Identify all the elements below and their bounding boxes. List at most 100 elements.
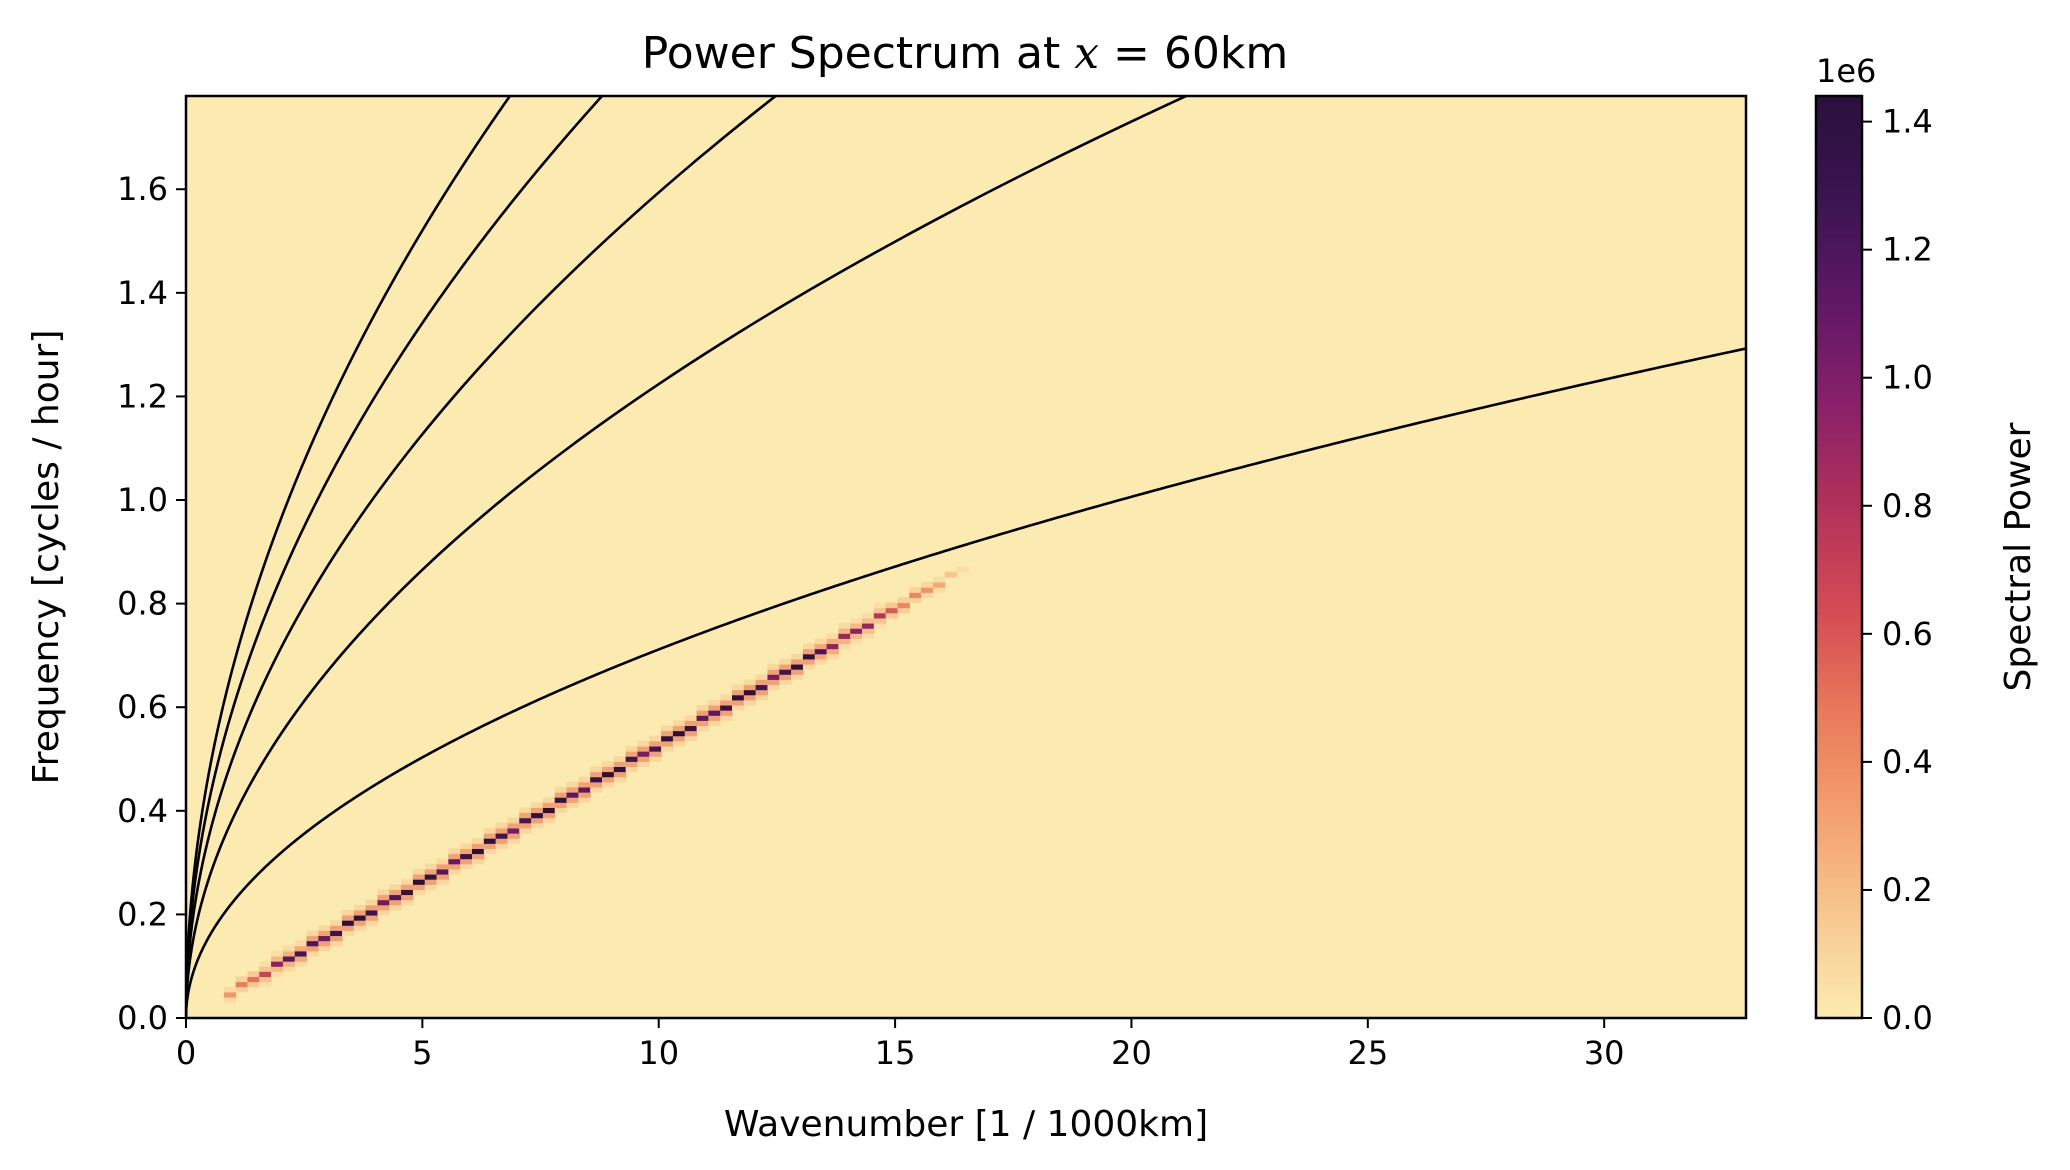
heatmap-cell [661, 725, 674, 732]
x-tick-label: 10 [638, 1034, 679, 1072]
heatmap-cell [507, 838, 520, 844]
heatmap-cell [613, 761, 627, 768]
heatmap-cell [235, 986, 249, 993]
heatmap-cell [377, 899, 390, 906]
heatmap-cell [802, 653, 816, 660]
heatmap-cell [282, 945, 296, 952]
heatmap-cell [637, 756, 650, 762]
y-tick-label: 1.4 [117, 274, 168, 312]
heatmap-cell [814, 638, 828, 645]
heatmap-cell [661, 740, 674, 747]
heatmap-cell [779, 658, 792, 665]
heatmap-cell [732, 694, 745, 701]
heatmap-cell [590, 781, 603, 788]
heatmap-cell [791, 674, 804, 680]
heatmap-cell [625, 751, 639, 757]
heatmap-cell [637, 751, 650, 757]
heatmap-cell [353, 925, 367, 931]
heatmap-cell [389, 884, 402, 890]
heatmap-cell [448, 868, 461, 875]
y-tick-label: 1.2 [117, 377, 168, 415]
heatmap-cell [483, 833, 497, 839]
heatmap-cell [495, 838, 509, 844]
heatmap-cell [732, 699, 745, 706]
heatmap-cell [542, 802, 556, 808]
colorbar-offset-text: 1e6 [1816, 52, 1876, 90]
heatmap-cell [424, 868, 438, 875]
heatmap-cell [460, 853, 473, 860]
heatmap-cell [436, 863, 449, 870]
heatmap-cell [365, 920, 379, 926]
heatmap-cell [661, 735, 674, 742]
x-tick-label: 20 [1111, 1034, 1152, 1072]
heatmap-cell [590, 771, 603, 778]
heatmap-cell [519, 812, 532, 819]
heatmap-cell [271, 950, 284, 957]
heatmap-cell [259, 976, 272, 983]
heatmap-cell [956, 566, 969, 573]
heatmap-cell [897, 607, 910, 614]
heatmap-cell [306, 930, 319, 937]
heatmap-cell [672, 725, 686, 732]
heatmap-cell [672, 735, 686, 742]
heatmap-cell [732, 704, 745, 711]
heatmap-cell [932, 587, 946, 593]
heatmap-cell [885, 612, 899, 619]
heatmap-cell [684, 720, 698, 727]
heatmap-cell [412, 868, 426, 875]
heatmap-cell [377, 894, 390, 901]
heatmap-cell [578, 776, 591, 783]
heatmap-cell [353, 920, 367, 926]
heatmap-cell [649, 751, 662, 757]
heatmap-cell [401, 879, 414, 885]
heatmap-cell [436, 879, 449, 885]
heatmap-cell [365, 904, 379, 911]
heatmap-cell [779, 663, 792, 670]
heatmap-cell [542, 817, 556, 824]
heatmap-cell [448, 848, 461, 855]
heatmap-cell [223, 986, 237, 993]
heatmap-cell [483, 827, 497, 834]
heatmap-cell [602, 776, 615, 783]
heatmap-cell [507, 822, 520, 829]
heatmap-cell [755, 679, 769, 686]
colorbar-tick-label: 0.0 [1882, 999, 1933, 1037]
heatmap-cell [495, 843, 509, 849]
heatmap-cell [412, 889, 426, 896]
heatmap-cell [613, 766, 627, 773]
heatmap-cell [318, 930, 331, 937]
heatmap-cell [696, 715, 709, 721]
heatmap-cell [365, 909, 379, 916]
heatmap-cell [507, 833, 520, 839]
heatmap-cell [460, 858, 473, 865]
heatmap-cell [672, 720, 686, 727]
heatmap-cell [873, 617, 887, 624]
heatmap-cell [755, 684, 769, 691]
heatmap-cell [767, 669, 780, 675]
heatmap-cell [436, 873, 449, 880]
heatmap-cell [909, 597, 922, 604]
heatmap-cell [507, 827, 520, 834]
heatmap-cell [401, 889, 414, 896]
heatmap-cell [342, 909, 355, 916]
heatmap-cell [649, 745, 662, 752]
heatmap-cell [602, 766, 615, 773]
heatmap-cell [625, 756, 639, 762]
heatmap-cell [684, 715, 698, 721]
y-tick-label: 0.2 [117, 895, 168, 933]
heatmap-cell [294, 955, 308, 962]
heatmap-cell [802, 643, 816, 650]
heatmap-cell [412, 879, 426, 885]
heatmap-cell [247, 981, 260, 988]
heatmap-cell [424, 879, 438, 885]
heatmap-cell [566, 781, 579, 788]
heatmap-cell [531, 817, 544, 824]
x-tick-label: 30 [1584, 1034, 1625, 1072]
heatmap-cell [755, 694, 769, 701]
y-axis-label: Frequency [cycles / hour] [26, 330, 67, 785]
heatmap-cell [424, 884, 438, 890]
heatmap-cell [389, 894, 402, 901]
heatmap-cell [424, 863, 438, 870]
heatmap-cell [247, 971, 260, 978]
